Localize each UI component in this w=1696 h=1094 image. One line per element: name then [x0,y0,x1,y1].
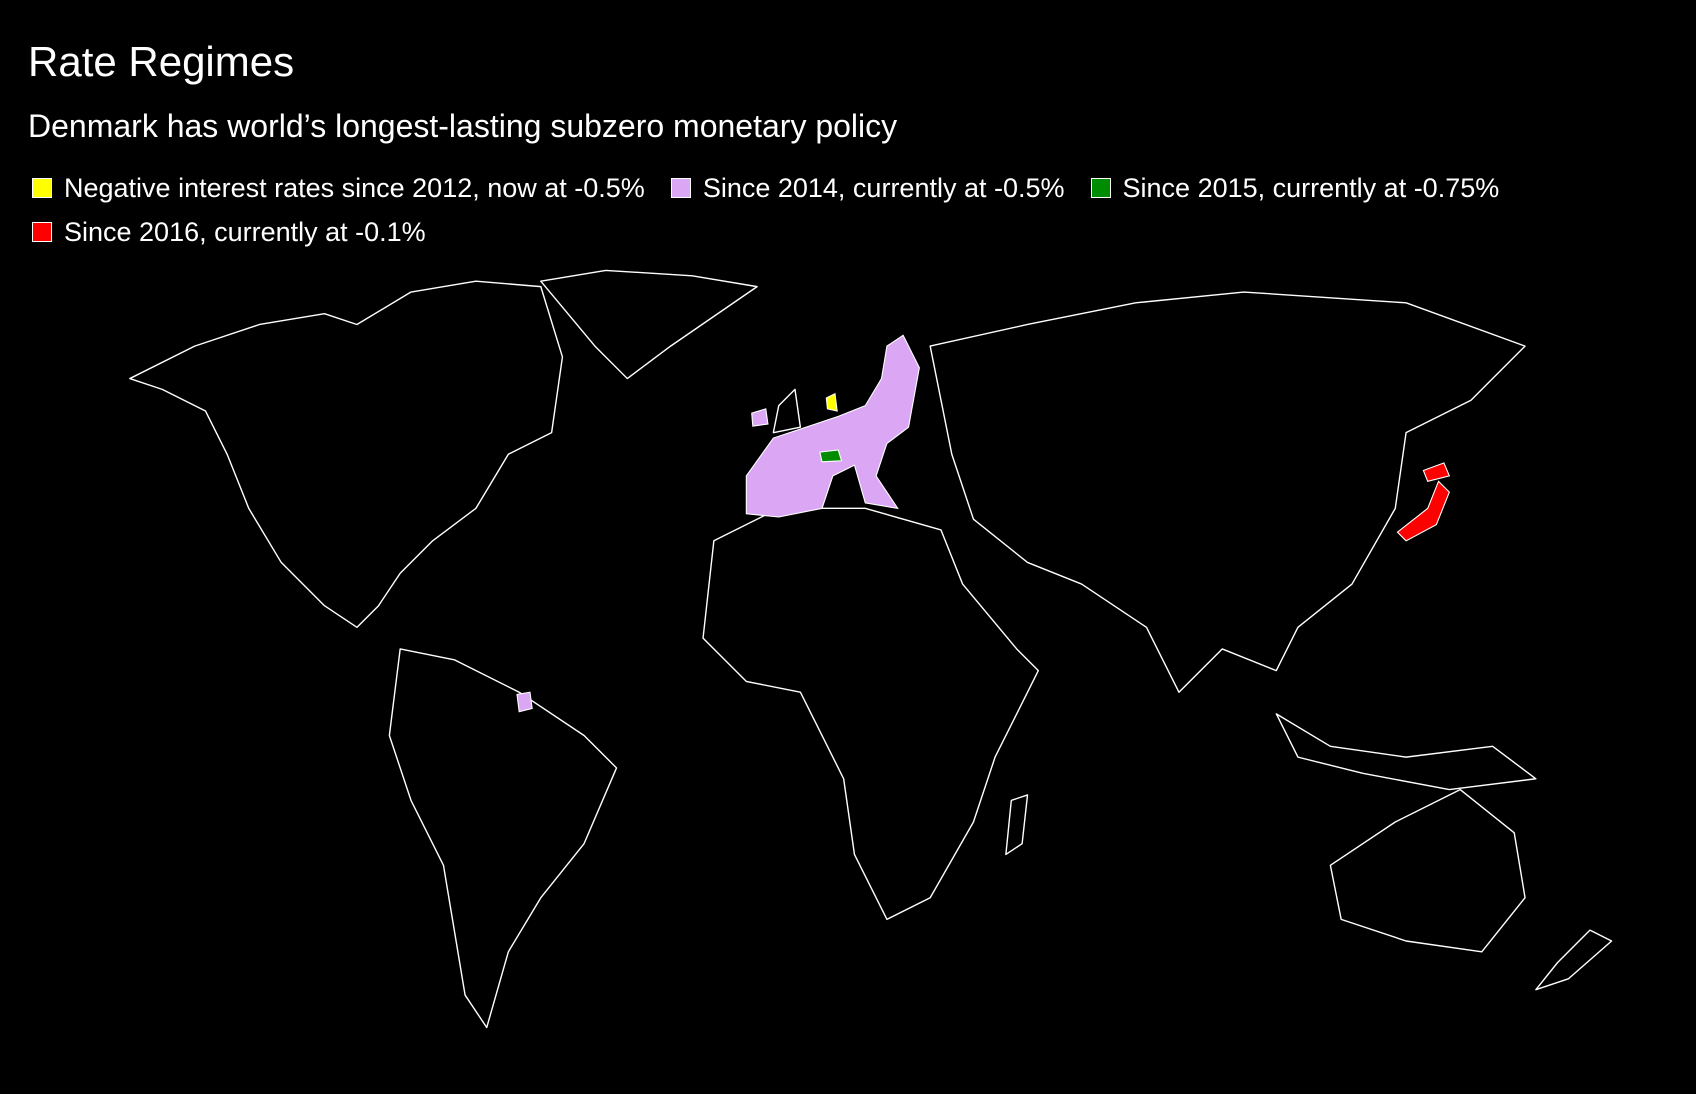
switzerland [819,449,843,463]
australia [1329,788,1526,953]
legend: Negative interest rates since 2012, now … [32,172,1672,248]
north-america [129,280,564,629]
hokkaido [1422,462,1451,482]
denmark [825,392,838,412]
legend-item: Since 2016, currently at -0.1% [32,216,426,248]
legend-swatch [1090,178,1111,198]
legend-label: Since 2014, currently at -0.5% [702,172,1065,203]
indonesia [1275,713,1537,791]
europe-euro-area [745,334,920,518]
title: Rate Regimes [28,38,295,85]
legend-item: Negative interest rates since 2012, now … [32,172,645,204]
uk [772,388,802,434]
africa [702,507,1040,921]
south-america [388,648,618,1029]
subtitle: Denmark has world’s longest-lasting subz… [28,108,898,144]
legend-swatch [32,178,52,198]
japan [1396,480,1450,542]
asia [929,291,1526,693]
legend-label: Negative interest rates since 2012, now … [64,172,645,203]
legend-label: Since 2015, currently at -0.75% [1122,172,1500,203]
ireland [751,408,769,427]
french-guiana [516,691,533,713]
legend-label: Since 2016, currently at -0.1% [64,216,426,247]
legend-swatch [32,222,52,242]
legend-item: Since 2015, currently at -0.75% [1090,172,1500,204]
greenland [540,269,758,380]
new-zealand [1535,929,1613,991]
legend-item: Since 2014, currently at -0.5% [670,172,1065,204]
madagascar [1005,794,1029,856]
legend-swatch [670,178,691,198]
